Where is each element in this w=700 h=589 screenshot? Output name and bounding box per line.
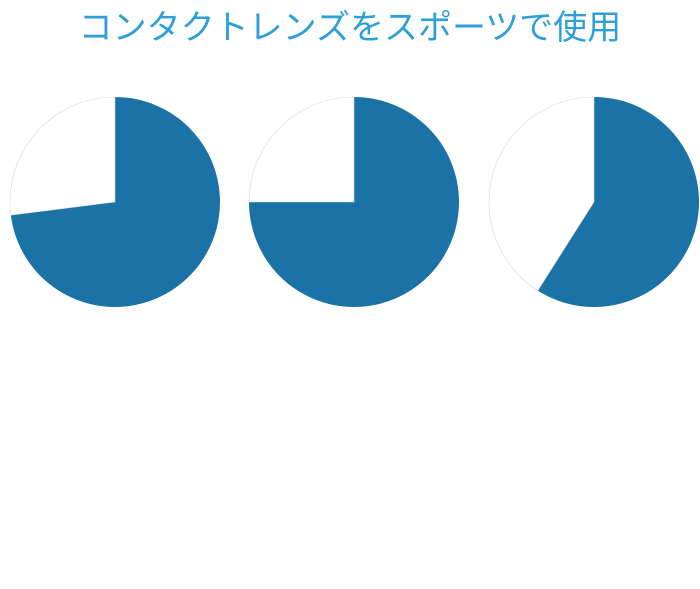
pie-1-slice-1 bbox=[10, 97, 221, 308]
chart-title: コンタクトレンズをスポーツで使用 bbox=[78, 8, 622, 48]
pie-chart-1 bbox=[9, 96, 221, 308]
pie-2-slice-2 bbox=[248, 96, 355, 203]
pie-chart-3 bbox=[488, 96, 700, 307]
pie-3-slice-2 bbox=[488, 96, 595, 292]
pie-chart-2 bbox=[248, 96, 459, 307]
pie-3-slice-1 bbox=[537, 97, 700, 307]
pie-1-slice-2 bbox=[9, 96, 116, 216]
